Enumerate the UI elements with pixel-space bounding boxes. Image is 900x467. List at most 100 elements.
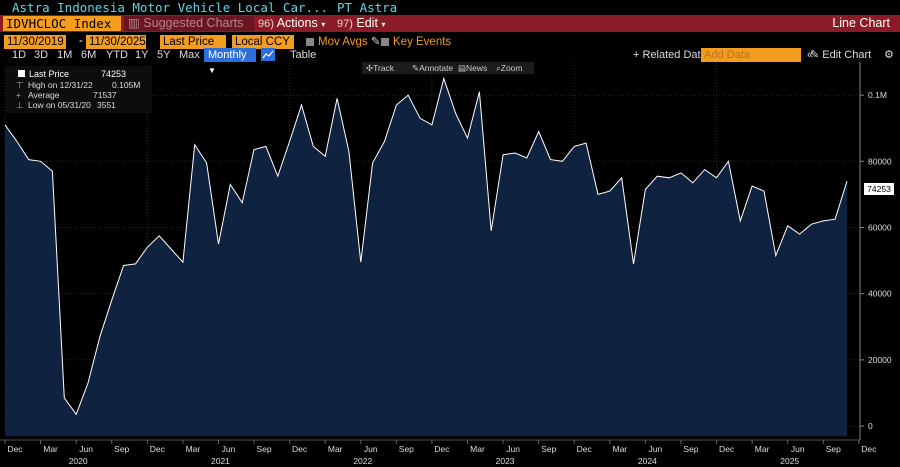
range-3d[interactable]: 3D: [34, 49, 49, 61]
related-data-button[interactable]: + Related Dat: [633, 49, 701, 61]
chart-style-icon[interactable]: [261, 48, 275, 61]
annotate-button[interactable]: ✎ Annotate: [412, 63, 454, 73]
x-month-label: Jun: [364, 444, 378, 454]
x-month-label: Sep: [256, 444, 271, 454]
series-area-fill: [5, 78, 847, 436]
edit-number: 97): [337, 18, 353, 30]
edit-label: Edit: [356, 16, 378, 30]
table-button[interactable]: Table: [290, 49, 317, 61]
chart-plot-area[interactable]: 0 20000 40000 60000 80000 0.1M Dec Mar Jun Sep Dec…: [0, 62, 900, 467]
plot-toolbar: ✣ Track ✎ Annotate ▤ News ⌕ Zoom: [362, 62, 534, 74]
annotate-label: Annotate: [419, 63, 454, 73]
y-tick-label: 60000: [868, 222, 892, 232]
x-month-label: Dec: [150, 444, 166, 454]
chevron-down-icon: ▾: [381, 20, 386, 29]
x-month-label: Mar: [612, 444, 627, 454]
y-tick-label: 20000: [868, 355, 892, 365]
mov-avgs-toggle[interactable]: Mov Avgs ✎: [306, 35, 381, 49]
edit-button[interactable]: 97) Edit ▾: [337, 16, 385, 31]
collapse-icon[interactable]: «: [807, 49, 814, 61]
legend-series-name: Last Price: [29, 69, 70, 79]
x-month-label: Jun: [791, 444, 805, 454]
range-ytd[interactable]: YTD: [106, 49, 128, 61]
x-month-label: Mar: [470, 444, 485, 454]
track-button[interactable]: ✣ Track: [366, 63, 395, 73]
low-marker-icon: ⊥: [16, 100, 24, 110]
frequency-select[interactable]: Monthly ▼: [204, 48, 256, 75]
x-month-label: Mar: [43, 444, 58, 454]
chevron-down-icon: ▼: [208, 66, 216, 75]
currency-label: Local CCY: [235, 36, 290, 48]
end-date-input[interactable]: 11/30/2025: [86, 35, 146, 49]
add-data-input[interactable]: Add Data: [701, 48, 801, 62]
y-tick-label: 0: [868, 421, 873, 431]
frequency-label: Monthly: [208, 49, 247, 61]
series-line-last-price: [4, 76, 848, 416]
suggested-charts-button[interactable]: ▥ Suggested Charts: [124, 16, 254, 31]
pencil-icon: ✎: [810, 49, 823, 61]
x-month-label: Jun: [222, 444, 236, 454]
range-5y[interactable]: 5Y: [157, 49, 171, 61]
actions-number: 96): [258, 18, 274, 30]
ticker-input[interactable]: IDVHCLOC Index: [3, 16, 121, 31]
x-month-label: Mar: [186, 444, 201, 454]
pencil-icon: ✎: [370, 36, 381, 48]
gear-icon[interactable]: ⚙: [884, 49, 894, 61]
suggested-charts-label: Suggested Charts: [143, 16, 244, 30]
x-month-label: Dec: [434, 444, 450, 454]
field-select[interactable]: Last Price: [160, 35, 226, 49]
track-label: Track: [373, 63, 395, 73]
zoom-label: Zoom: [500, 63, 523, 73]
x-month-label: Dec: [719, 444, 735, 454]
legend-last-value: 74253: [101, 69, 127, 79]
average-marker-icon: +: [16, 90, 21, 100]
key-events-label: Key Events: [393, 36, 452, 48]
high-marker-icon: ⊤: [16, 80, 24, 90]
x-month-label: Jun: [649, 444, 663, 454]
x-month-label: Dec: [292, 444, 308, 454]
edit-chart-button[interactable]: ✎ Edit Chart: [810, 48, 871, 62]
line-chart-icon: [262, 50, 274, 59]
chart-legend: Last Price 74253 ⊤ High on 12/31/22 0.10…: [6, 66, 152, 113]
news-button[interactable]: ▤ News: [458, 63, 488, 73]
y-tick-label: 40000: [868, 289, 892, 299]
series-swatch: [18, 70, 25, 77]
range-6m[interactable]: 6M: [81, 49, 97, 61]
mov-avgs-label: Mov Avgs: [318, 36, 368, 48]
x-month-label: Dec: [7, 444, 23, 454]
range-1y[interactable]: 1Y: [135, 49, 149, 61]
legend-low-label: Low on 05/31/20: [28, 100, 91, 110]
chevron-down-icon: ▾: [321, 20, 326, 29]
company-name: PT Astra: [337, 0, 398, 15]
zoom-button[interactable]: ⌕ Zoom: [496, 63, 523, 73]
x-year-label: 2022: [353, 456, 372, 466]
start-date-input[interactable]: 11/30/2019: [4, 35, 66, 49]
checkbox-icon: [381, 37, 389, 46]
date-separator: -: [79, 35, 83, 47]
legend-avg-label: Average: [28, 90, 60, 100]
range-max[interactable]: Max: [179, 49, 200, 61]
x-month-label: Sep: [114, 444, 129, 454]
x-month-label: Dec: [861, 444, 877, 454]
x-year-label: 2020: [69, 456, 88, 466]
currency-select[interactable]: Local CCY ▾: [232, 35, 294, 62]
title-bar: Astra Indonesia Motor Vehicle Local Car.…: [0, 0, 900, 15]
x-month-label: Jun: [506, 444, 520, 454]
checkbox-icon: [306, 37, 314, 46]
y-tick-label: 0.1M: [868, 90, 887, 100]
key-events-toggle[interactable]: Key Events: [381, 35, 451, 49]
last-price-tag: 74253: [864, 183, 894, 195]
legend-high-label: High on 12/31/22: [28, 80, 93, 90]
actions-button[interactable]: 96) Actions ▾: [258, 16, 325, 31]
x-year-label: 2023: [496, 456, 515, 466]
security-title: Astra Indonesia Motor Vehicle Local Car.…: [12, 0, 329, 15]
range-1d[interactable]: 1D: [12, 49, 27, 61]
news-label: News: [466, 63, 488, 73]
legend-avg-value: 71537: [93, 90, 117, 100]
range-1m[interactable]: 1M: [57, 49, 73, 61]
x-year-label: 2024: [638, 456, 657, 466]
x-month-label: Mar: [328, 444, 343, 454]
x-year-label: 2021: [211, 456, 230, 466]
x-month-label: Jun: [79, 444, 93, 454]
suggested-charts-icon: ▥: [128, 16, 144, 30]
